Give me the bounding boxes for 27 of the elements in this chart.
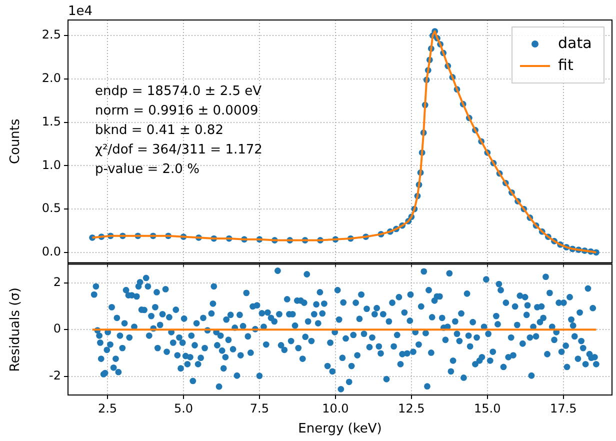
y-tick-label: 1.0 <box>42 158 61 172</box>
annotation: χ²/dof = 364/311 = 1.172 <box>95 142 262 158</box>
annotation: bknd = 0.41 ± 0.82 <box>95 123 224 138</box>
y-tick-label: 0.0 <box>42 244 61 259</box>
annotation: endp = 18574.0 ± 2.5 eV <box>95 84 262 99</box>
y-tick-label: 1.5 <box>42 114 61 128</box>
x-tick-label: 5.0 <box>174 401 194 416</box>
y-tick-label: 2 <box>53 275 61 290</box>
y-axis-title: Residuals (σ) <box>8 288 24 372</box>
y-tick-label: 0.5 <box>42 201 61 216</box>
legend-label: fit <box>558 56 574 74</box>
text: 1e4 <box>68 4 93 19</box>
x-tick-label: 10.0 <box>322 401 349 416</box>
y-tick-label: 0 <box>53 322 61 336</box>
annotation: norm = 0.9916 ± 0.0009 <box>95 104 258 118</box>
x-tick-label: 2.5 <box>98 401 118 416</box>
legend-label: data <box>558 34 592 52</box>
y-tick-label: 2.5 <box>42 28 61 42</box>
annotation: p-value = 2.0 % <box>95 162 200 177</box>
x-axis-title: Energy (keV) <box>298 422 382 437</box>
x-tick-label: 12.5 <box>398 401 425 416</box>
y-axis-title: Counts <box>8 118 24 164</box>
x-tick-label: 17.5 <box>550 401 577 416</box>
y-tick-label: 2.0 <box>42 71 61 86</box>
x-tick-label: 15.0 <box>474 401 501 416</box>
y-tick-label: -2 <box>49 368 61 382</box>
x-tick-label: 7.5 <box>250 401 270 416</box>
